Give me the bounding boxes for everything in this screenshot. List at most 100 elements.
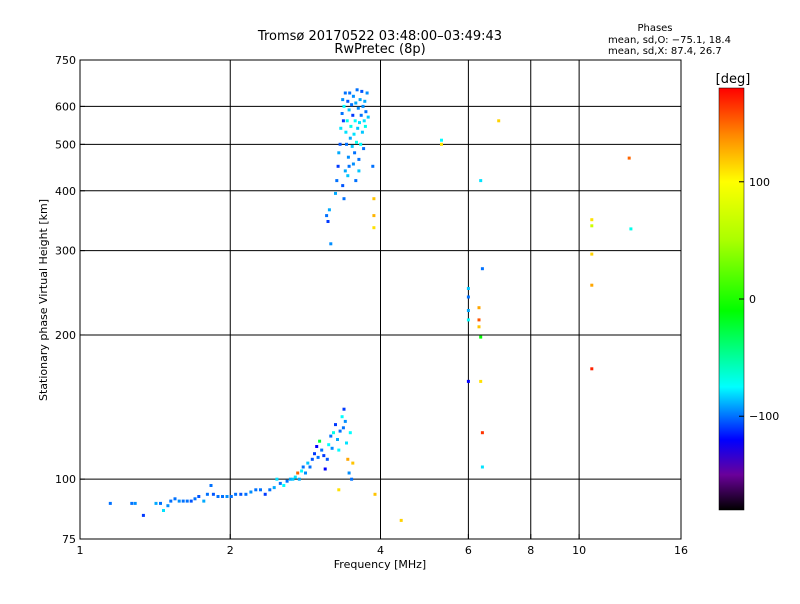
data-point [211,492,215,496]
data-point [337,151,341,155]
data-point [285,479,289,483]
data-point [440,138,443,142]
data-point [477,318,481,322]
data-point [346,457,350,461]
data-point [308,465,312,469]
data-point [301,465,305,469]
data-point [259,488,262,492]
data-point [358,121,361,125]
data-point [310,457,314,461]
data-point [330,446,334,450]
data-point [263,492,267,496]
data-point [272,486,276,490]
data-point [244,492,248,496]
data-point [590,283,594,287]
y-tick-label: 400 [55,185,76,198]
data-point [362,147,366,151]
data-point [209,484,213,487]
colorbar-tick-label: 100 [749,176,770,189]
data-point [342,104,346,108]
data-point [323,467,327,471]
data-point [320,448,324,452]
x-tick-label: 10 [572,544,586,557]
data-point [193,497,197,501]
x-tick-label: 2 [227,544,234,557]
data-point [358,98,362,102]
x-tick-label: 4 [377,544,384,557]
x-tick-label: 8 [527,544,534,557]
data-point [278,481,282,485]
data-point [590,218,594,222]
phases-mean-o: mean, sd,O: −75.1, 18.4 [608,35,731,46]
data-point [364,110,368,114]
data-point [304,471,307,475]
data-point [338,142,342,146]
data-point [336,438,339,441]
y-axis-label: Stationary phase Virtual Height [km] [37,199,50,401]
data-point [334,423,337,427]
data-point [360,89,364,93]
data-point [181,499,185,503]
x-tick-label: 16 [674,544,688,557]
data-point [322,454,326,458]
data-point [479,179,483,183]
data-point [327,208,331,212]
data-point [590,252,594,256]
data-point [363,124,367,128]
x-tick-label: 6 [465,544,472,557]
data-point [343,419,347,423]
data-point [325,457,329,461]
y-tick-label: 200 [55,329,76,342]
data-point [354,179,358,183]
data-point [154,501,158,505]
data-point [341,119,345,123]
data-point [336,164,340,168]
data-point [353,151,357,155]
data-point [373,492,377,496]
y-tick-label: 300 [55,245,76,258]
y-tick-label: 100 [55,473,76,486]
data-point [362,119,366,123]
y-tick-label: 500 [55,138,76,151]
data-point [108,501,112,505]
data-point [356,106,360,110]
data-point [354,101,358,105]
data-point [306,461,310,465]
x-axis-label: Frequency [MHz] [334,558,426,571]
data-point [590,367,594,371]
y-tick-label: 750 [55,54,76,67]
data-point [297,477,301,481]
data-point [318,439,322,443]
data-point [326,220,330,223]
data-point [282,484,286,487]
data-point [288,477,292,481]
data-point [345,119,349,123]
colorbar-tick-label: −100 [749,410,779,423]
data-point [366,115,370,119]
data-point [351,94,355,98]
data-point [254,488,258,492]
phases-mean-x: mean, sd,X: 87.4, 26.7 [608,46,722,57]
data-point [346,155,350,159]
data-point [359,142,363,146]
data-point [357,169,361,173]
data-point [341,426,345,430]
data-point [202,499,206,503]
y-tick-label: 75 [62,533,76,546]
data-point [205,492,209,496]
chart-subtitle: RwPretec (8p) [334,42,425,57]
data-point [268,488,272,492]
data-point [342,407,346,411]
data-point [343,91,347,95]
data-point [357,157,361,161]
colorbar-label: [deg] [716,72,751,87]
data-point [340,415,344,419]
data-point [347,471,351,475]
data-point [629,227,633,231]
data-point [350,477,354,481]
y-axis: 75 100 200 300 400 500 600 750 [55,54,85,546]
data-point [162,509,165,512]
data-point [350,103,354,107]
colorbar-ticks: 100 0 −100 [739,176,779,423]
